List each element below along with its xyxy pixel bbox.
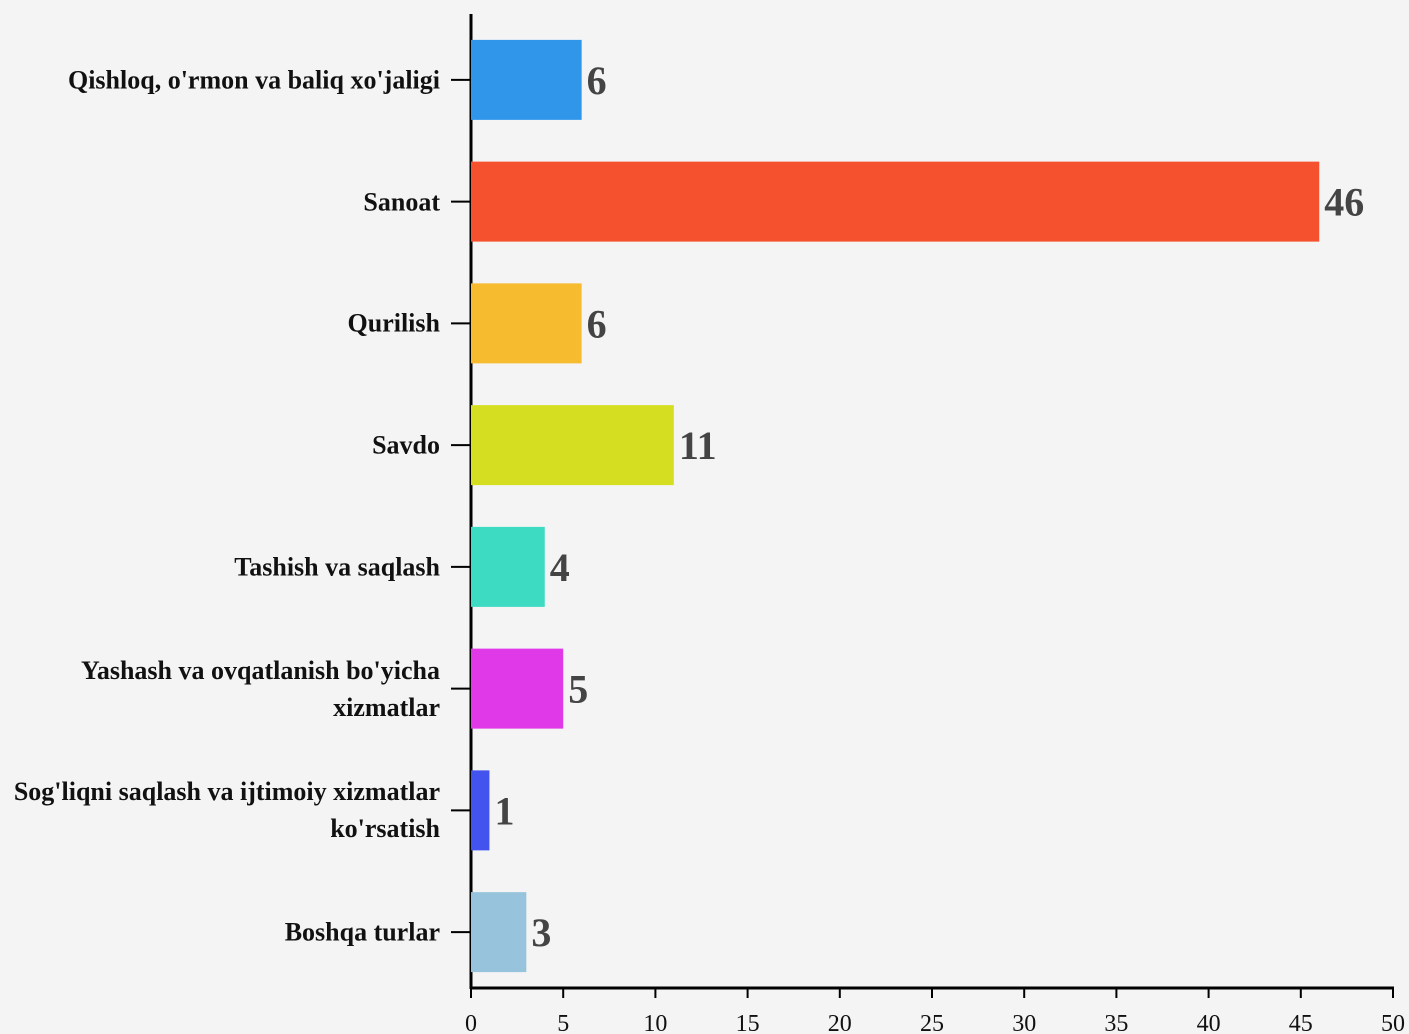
y-tick-label: Qishloq, o'rmon va baliq xo'jaligi bbox=[67, 65, 440, 95]
x-tick-label: 45 bbox=[1289, 1011, 1313, 1034]
value-label: 3 bbox=[531, 910, 551, 955]
x-tick-label: 40 bbox=[1197, 1011, 1221, 1034]
x-tick-label: 0 bbox=[465, 1011, 477, 1034]
value-label: 6 bbox=[587, 301, 607, 346]
x-tick-label: 30 bbox=[1012, 1011, 1036, 1034]
bar bbox=[471, 892, 527, 973]
y-tick-label: Sanoat bbox=[363, 187, 440, 217]
y-tick-label: Qurilish bbox=[347, 308, 440, 338]
value-label: 6 bbox=[587, 58, 607, 103]
x-tick-label: 35 bbox=[1104, 1011, 1128, 1034]
bar bbox=[471, 283, 582, 364]
y-tick-label: Savdo bbox=[372, 430, 440, 460]
x-tick-label: 15 bbox=[736, 1011, 760, 1034]
bar bbox=[471, 161, 1320, 242]
bar bbox=[471, 770, 490, 851]
bar bbox=[471, 405, 674, 486]
value-label: 5 bbox=[568, 667, 588, 712]
x-tick-label: 50 bbox=[1381, 1011, 1405, 1034]
x-tick-label: 5 bbox=[557, 1011, 569, 1034]
y-tick-label: Yashash va ovqatlanish bo'yicha xizmatla… bbox=[80, 655, 440, 722]
y-tick-label: Tashish va saqlash bbox=[234, 552, 440, 582]
value-label: 11 bbox=[679, 423, 717, 468]
x-tick-label: 10 bbox=[643, 1011, 667, 1034]
bar bbox=[471, 526, 545, 607]
bar bbox=[471, 648, 564, 729]
bar bbox=[471, 39, 582, 120]
y-tick-label: Sog'liqni saqlash va ijtimoiy xizmatlar … bbox=[13, 777, 440, 844]
value-label: 4 bbox=[550, 545, 570, 590]
value-label: 46 bbox=[1324, 180, 1364, 225]
y-tick-label: Boshqa turlar bbox=[284, 917, 440, 947]
x-tick-label: 25 bbox=[920, 1011, 944, 1034]
value-label: 1 bbox=[494, 788, 514, 833]
x-tick-label: 20 bbox=[828, 1011, 852, 1034]
